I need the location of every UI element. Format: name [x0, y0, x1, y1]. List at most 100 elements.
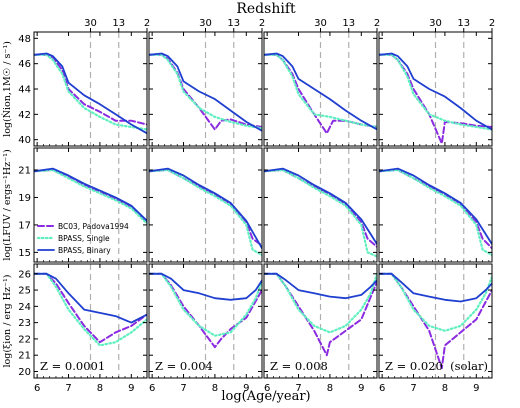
redshift-tick-label: 13	[342, 18, 355, 29]
top-axis-title: Redshift	[236, 1, 296, 17]
series-line-bpass-single	[149, 53, 262, 130]
redshift-tick-label: 30	[84, 18, 97, 29]
series-line-bpass-single	[34, 53, 147, 131]
metallicity-label: Z = 0.004	[155, 359, 213, 373]
panel-r2-c0: 6 7 8 9 20 21 22 23 24 25 26 Z = 0.0001	[18, 263, 148, 394]
x-tick-label: 8	[212, 383, 218, 394]
redshift-tick-label: 30	[199, 18, 212, 29]
panel-r1-c2	[263, 147, 378, 263]
series-line-bpass-single	[379, 53, 492, 131]
series-line-bpass-single	[264, 272, 377, 334]
x-tick-label: 8	[327, 383, 333, 394]
panel-frame	[263, 263, 378, 379]
redshift-tick-label: 13	[227, 18, 240, 29]
y-tick-label: 19	[18, 193, 31, 204]
panel-frame	[33, 31, 148, 147]
panel-r2-c2: 6 7 8 9 Z = 0.008	[263, 263, 378, 394]
x-tick-label: 7	[295, 383, 301, 394]
redshift-tick-label: 30	[429, 18, 442, 29]
panel-r0-c2: 30 13 2	[263, 18, 380, 147]
panel-frame	[263, 31, 378, 147]
series-line-bpass-binary	[264, 167, 377, 245]
x-tick-label: 8	[442, 383, 448, 394]
x-tick-label: 9	[473, 383, 479, 394]
panel-r1-c1	[148, 147, 263, 263]
series-line-bc03-padova1994	[379, 53, 492, 145]
panel-frame	[378, 263, 493, 379]
metallicity-label: Z = 0.008	[270, 359, 328, 373]
panel-r0-c3: 30 13 2	[378, 18, 495, 147]
y-tick-label: 48	[18, 34, 31, 45]
panel-frame	[148, 31, 263, 147]
panel-r2-c1: 6 7 8 9 Z = 0.004	[148, 263, 263, 394]
x-axis-title: log(Age/year)	[221, 389, 310, 404]
y-tick-label: 46	[18, 59, 31, 70]
y-tick-label: 40	[18, 135, 31, 146]
metallicity-label: Z = 0.020	[385, 359, 443, 373]
x-tick-label: 6	[379, 383, 385, 394]
series-line-bpass-single	[34, 168, 147, 225]
series-line-bpass-binary	[149, 272, 262, 301]
panel-r0-c1: 30 13 2	[148, 18, 265, 147]
series-line-bc03-padova1994	[34, 169, 147, 224]
y-tick-label: 17	[18, 220, 31, 231]
redshift-tick-label: 30	[314, 18, 327, 29]
redshift-tick-label: 2	[259, 18, 265, 29]
y-tick-label: 23	[18, 318, 31, 329]
series-line-bpass-single	[379, 272, 492, 332]
panel-frame	[148, 263, 263, 379]
series-line-bpass-single	[149, 272, 262, 337]
x-tick-label: 6	[149, 383, 155, 394]
series-line-bpass-binary	[34, 272, 147, 324]
panel-r0-c0: 40 42 44 46 48 30 13 2	[18, 18, 150, 147]
y-tick-label: 22	[18, 334, 31, 345]
redshift-tick-label: 13	[112, 18, 125, 29]
series-line-bpass-single	[34, 272, 147, 347]
y-tick-label: 21	[18, 165, 31, 176]
panel-frame	[33, 147, 148, 263]
y-tick-label: 15	[18, 248, 31, 259]
y-tick-label: 20	[18, 367, 31, 378]
y-tick-label: 42	[18, 110, 31, 121]
legend-label: BPASS, Single	[58, 234, 110, 243]
redshift-tick-label: 13	[457, 18, 470, 29]
panel-grid: 40 42 44 46 48 30 13 2 30 13 2 30 13 2 30 13 2 15 17 19 21 6 7…	[18, 18, 495, 394]
series-line-bpass-binary	[379, 52, 492, 131]
panel-frame	[263, 147, 378, 263]
panel-r2-c3: 6 7 8 9 Z = 0.020 (solar)	[378, 263, 493, 394]
series-line-bpass-single	[379, 168, 492, 257]
panel-r1-c0: 15 17 19 21	[18, 147, 148, 263]
solar-note: (solar)	[450, 359, 488, 373]
legend: BC03, Padova1994 BPASS, Single BPASS, Bina…	[36, 222, 129, 255]
panel-frame	[148, 147, 263, 263]
redshift-tick-label: 2	[144, 18, 150, 29]
series-line-bpass-binary	[149, 52, 262, 132]
series-line-bpass-binary	[149, 167, 262, 250]
y-axis-titles: log(Ṅion,1M☉ / s⁻¹) log(LFUV / ergs⁻¹Hz⁻¹…	[1, 41, 13, 367]
redshift-tick-label: 2	[489, 18, 495, 29]
x-tick-label: 9	[243, 383, 249, 394]
x-tick-label: 7	[65, 383, 71, 394]
x-tick-label: 8	[97, 383, 103, 394]
panel-frame	[378, 147, 493, 263]
legend-label: BC03, Padova1994	[58, 222, 129, 231]
x-tick-label: 6	[264, 383, 270, 394]
y-tick-label: 24	[18, 302, 31, 313]
series-line-bpass-single	[264, 168, 377, 258]
x-tick-label: 9	[358, 383, 364, 394]
series-line-bpass-single	[264, 53, 377, 129]
y-axis-title-row-1: log(LFUV / ergs⁻¹Hz⁻¹)	[2, 149, 13, 260]
y-tick-label: 25	[18, 286, 31, 297]
y-tick-label: 21	[18, 351, 31, 362]
metallicity-label: Z = 0.0001	[40, 359, 105, 373]
y-axis-title-row-0: log(Ṅion,1M☉ / s⁻¹)	[1, 41, 13, 137]
series-line-bpass-single	[149, 168, 262, 257]
y-tick-label: 44	[18, 85, 31, 96]
redshift-tick-label: 2	[374, 18, 380, 29]
y-axis-title-row-2: log(ξion / erg Hz⁻¹)	[2, 275, 13, 368]
series-line-bpass-binary	[264, 52, 377, 131]
series-line-bpass-binary	[34, 52, 147, 135]
x-tick-label: 9	[128, 383, 134, 394]
legend-label: BPASS, Binary	[58, 246, 111, 255]
